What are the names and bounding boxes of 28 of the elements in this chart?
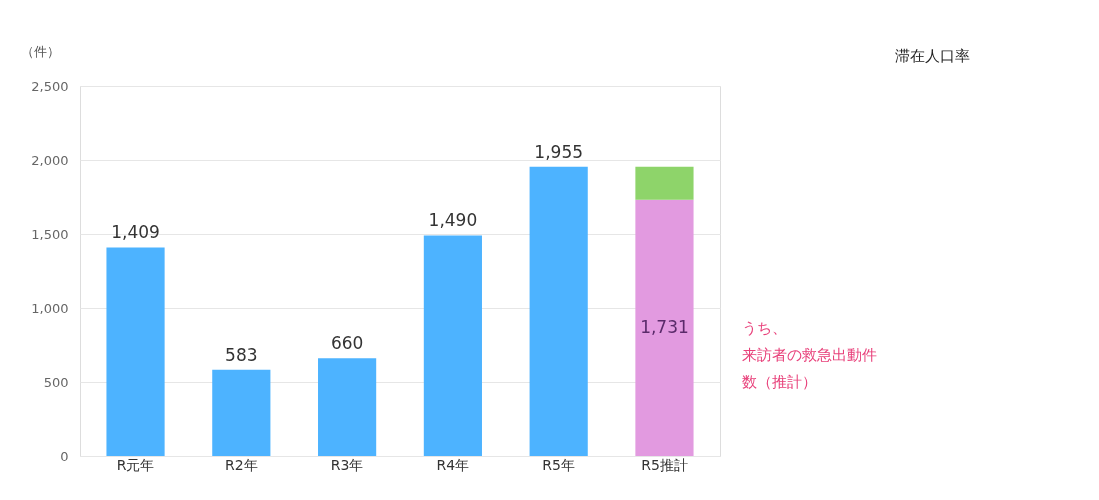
bar <box>635 199 694 456</box>
y-tick-label: 1,500 <box>31 226 69 242</box>
data-label: 1,955 <box>534 141 584 162</box>
data-label: 583 <box>225 344 258 365</box>
text: 滞在人口率 <box>895 47 970 65</box>
y-tick-label: 2,500 <box>31 78 69 94</box>
x-tick-label: R5推計 <box>641 456 688 473</box>
y-tick-label: 1,000 <box>31 300 69 316</box>
bar <box>212 369 271 456</box>
x-tick-label: R4年 <box>436 456 470 473</box>
data-label: 660 <box>330 333 364 354</box>
y-tick-label: 500 <box>43 374 69 390</box>
bar <box>423 235 482 456</box>
x-tick-label: R5年 <box>542 456 575 473</box>
bar <box>318 358 377 456</box>
x-tick-label: R元年 <box>116 456 155 473</box>
y-axis-title: （件） <box>20 43 60 59</box>
bar <box>529 166 588 456</box>
data-label: 1,490 <box>428 210 478 231</box>
data-label: 1,731 <box>640 316 689 337</box>
data-label: 1,409 <box>111 222 160 243</box>
bar <box>635 166 694 200</box>
x-tick-label: R2年 <box>225 456 258 473</box>
y-tick-label: 0 <box>60 448 69 464</box>
y-tick-label: 2,000 <box>31 152 69 168</box>
text: うち、来訪者の救急出動件数（推計） <box>742 318 877 391</box>
bar <box>106 247 165 456</box>
x-tick-label: R3年 <box>330 456 364 473</box>
